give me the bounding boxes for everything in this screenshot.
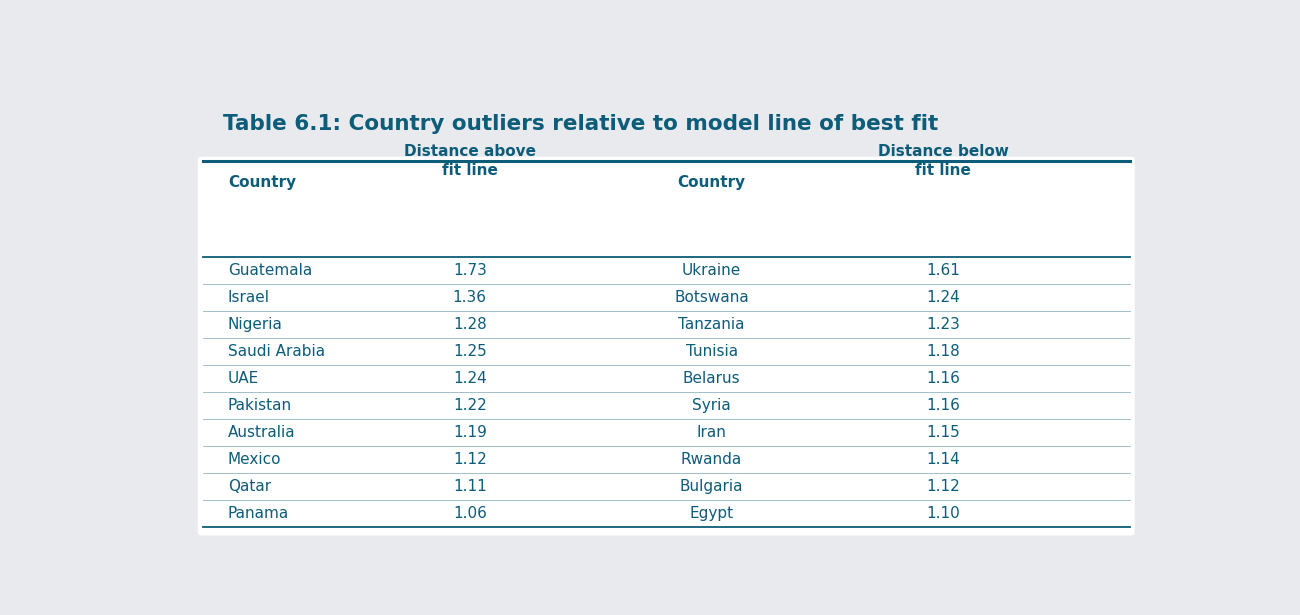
FancyBboxPatch shape xyxy=(198,157,1135,536)
Text: Qatar: Qatar xyxy=(227,478,272,494)
Text: 1.23: 1.23 xyxy=(927,317,961,332)
Text: Mexico: Mexico xyxy=(227,452,282,467)
Text: 1.14: 1.14 xyxy=(927,452,961,467)
Text: Tunisia: Tunisia xyxy=(685,344,737,359)
Text: 1.16: 1.16 xyxy=(927,371,961,386)
Text: 1.25: 1.25 xyxy=(452,344,486,359)
Text: Tanzania: Tanzania xyxy=(679,317,745,332)
Text: Country: Country xyxy=(227,175,296,190)
Text: Belarus: Belarus xyxy=(682,371,741,386)
Text: 1.15: 1.15 xyxy=(927,425,961,440)
Text: Saudi Arabia: Saudi Arabia xyxy=(227,344,325,359)
Text: Iran: Iran xyxy=(697,425,727,440)
Text: Country: Country xyxy=(677,175,746,190)
Text: Pakistan: Pakistan xyxy=(227,398,292,413)
Text: UAE: UAE xyxy=(227,371,259,386)
Text: 1.22: 1.22 xyxy=(452,398,486,413)
Text: Guatemala: Guatemala xyxy=(227,263,312,278)
Text: Bulgaria: Bulgaria xyxy=(680,478,744,494)
Text: 1.12: 1.12 xyxy=(452,452,486,467)
Text: Israel: Israel xyxy=(227,290,270,305)
Text: Botswana: Botswana xyxy=(675,290,749,305)
Text: Ukraine: Ukraine xyxy=(682,263,741,278)
Text: Table 6.1: Country outliers relative to model line of best fit: Table 6.1: Country outliers relative to … xyxy=(224,114,939,134)
Text: 1.06: 1.06 xyxy=(452,506,486,521)
Text: 1.10: 1.10 xyxy=(927,506,961,521)
Text: Distance above
fit line: Distance above fit line xyxy=(404,145,536,178)
Text: 1.28: 1.28 xyxy=(452,317,486,332)
Text: Australia: Australia xyxy=(227,425,295,440)
Text: 1.11: 1.11 xyxy=(452,478,486,494)
Text: Distance below
fit line: Distance below fit line xyxy=(878,145,1009,178)
Text: 1.18: 1.18 xyxy=(927,344,961,359)
Text: Egypt: Egypt xyxy=(689,506,733,521)
Text: 1.36: 1.36 xyxy=(452,290,486,305)
Text: 1.61: 1.61 xyxy=(927,263,961,278)
Text: 1.24: 1.24 xyxy=(452,371,486,386)
Text: Rwanda: Rwanda xyxy=(681,452,742,467)
Text: 1.16: 1.16 xyxy=(927,398,961,413)
Text: 1.73: 1.73 xyxy=(452,263,486,278)
Text: Panama: Panama xyxy=(227,506,289,521)
Text: 1.24: 1.24 xyxy=(927,290,961,305)
Text: Nigeria: Nigeria xyxy=(227,317,283,332)
Text: Syria: Syria xyxy=(692,398,731,413)
Text: 1.12: 1.12 xyxy=(927,478,961,494)
Text: 1.19: 1.19 xyxy=(452,425,486,440)
